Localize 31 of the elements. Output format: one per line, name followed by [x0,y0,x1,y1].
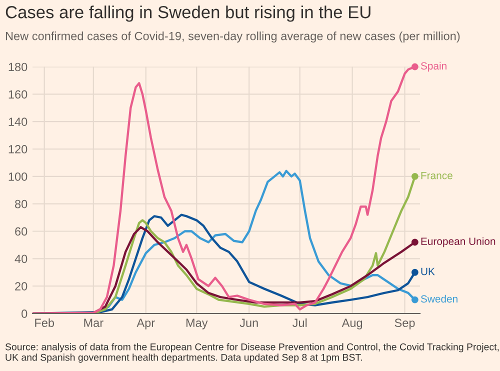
x-tick-label: Aug [342,318,362,330]
point [411,238,418,246]
series-label: UK [421,268,435,276]
x-tick-label: Mar [84,318,104,328]
y-tick-label: 160 [8,90,28,99]
chart-title: Cases are falling in Sweden but rising in the EU [6,6,370,22]
x-tick-label: Feb [35,318,54,328]
y-tick-label: 100 [8,172,28,181]
y-tick-label: 140 [8,118,28,126]
series-label: European Union [421,237,496,248]
chart-subtitle: New confirmed cases of Covid-19, seven-day rolling average of new cases (per million) [6,32,460,43]
x-tick-label: May [186,318,208,330]
point [411,63,418,70]
series-label: Spain [420,62,446,72]
source-note: Source: analysis of data from the European Centre for Disease Prevention and Control, the Covid Tracking Project, UK and Spanish government health departments. Data updated Sep 8 at 1pm BST. [5,343,499,363]
x-tick-label: Apr [136,318,155,330]
x-tick-label: Sep [394,318,415,330]
y-tick-label: 0 [22,310,28,318]
y-tick-label: 40 [14,254,28,264]
x-tick-label: Jun [240,318,258,328]
y-tick-label: 180 [8,62,28,72]
point [411,268,418,276]
point [411,172,418,180]
point [411,296,418,304]
series-label: Sweden [420,294,458,303]
y-tick-label: 20 [15,282,28,290]
series-label: France [421,172,452,180]
x-tick-label: Jul [292,318,307,328]
y-tick-label: 80 [15,200,28,208]
y-tick-label: 60 [15,227,28,236]
y-tick-label: 120 [8,145,28,154]
